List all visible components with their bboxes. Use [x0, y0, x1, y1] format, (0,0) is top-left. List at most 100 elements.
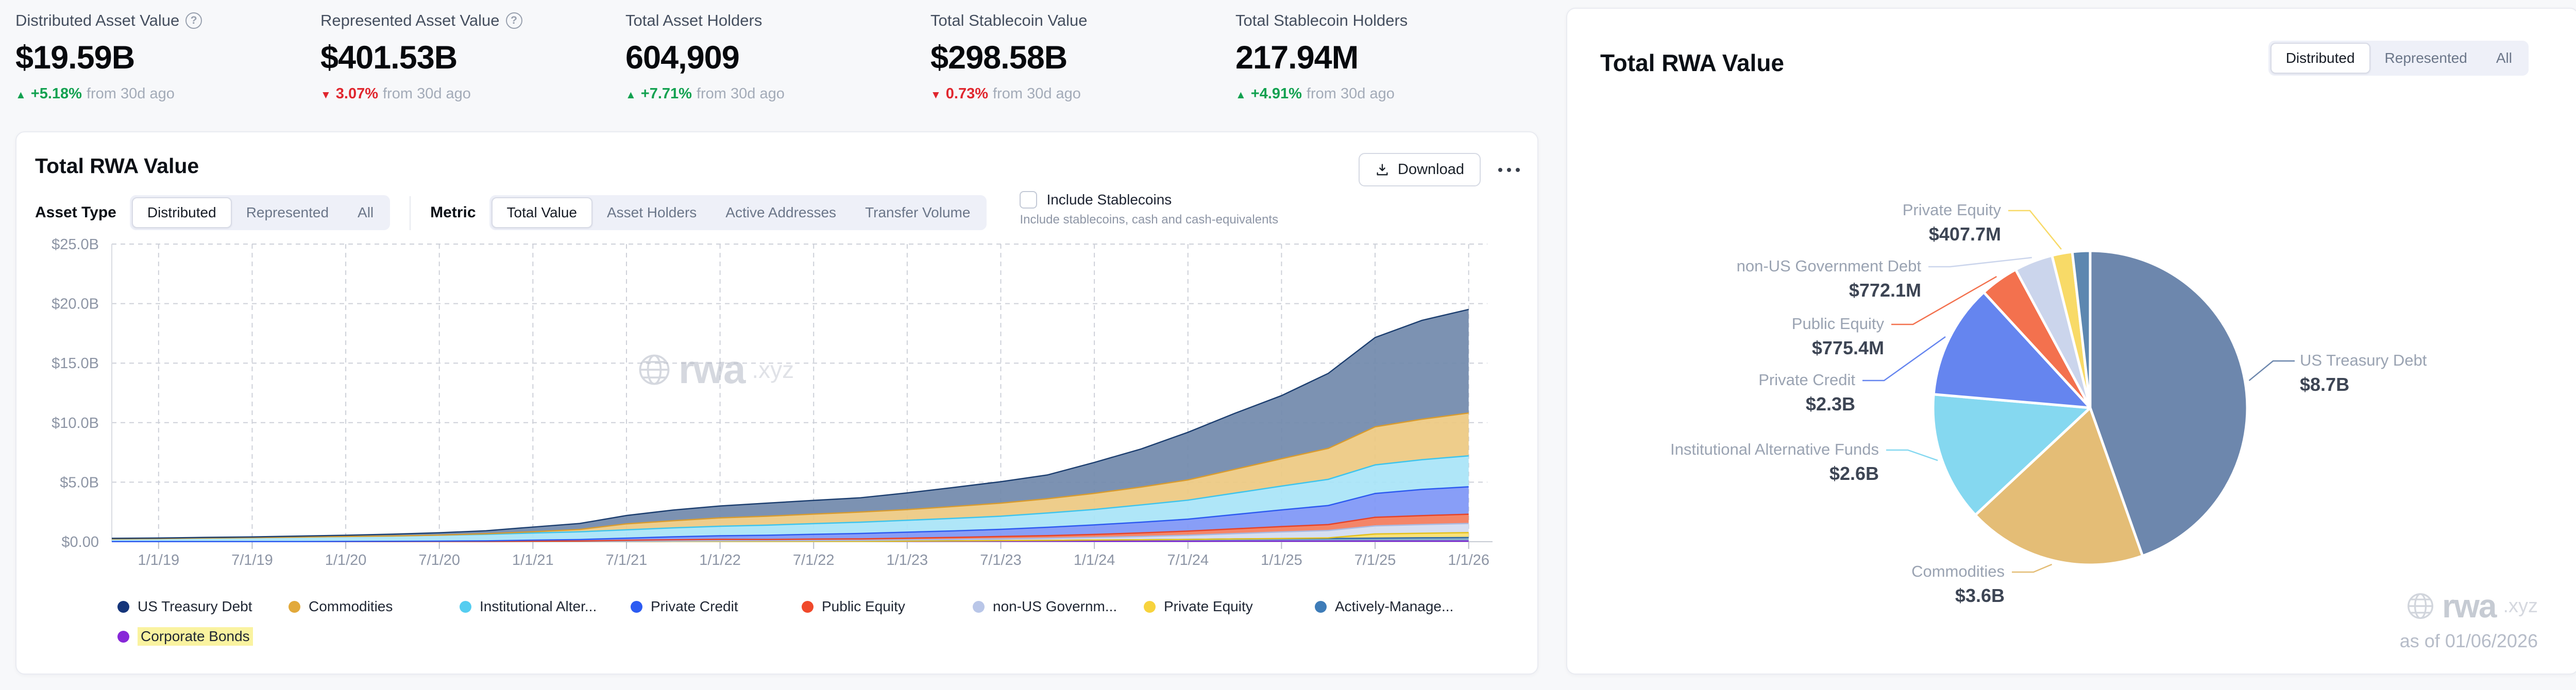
- option-represented[interactable]: Represented: [232, 198, 343, 227]
- svg-text:1/1/20: 1/1/20: [325, 552, 367, 568]
- svg-text:7/1/25: 7/1/25: [1354, 552, 1396, 568]
- stat-represented-asset-value: Represented Asset Value ? $401.53B ▼ 3.0…: [320, 9, 625, 117]
- download-icon: [1377, 163, 1388, 175]
- svg-text:1/1/25: 1/1/25: [1261, 552, 1302, 568]
- svg-text:7/1/21: 7/1/21: [606, 552, 648, 568]
- option-active-addresses[interactable]: Active Addresses: [711, 198, 851, 227]
- svg-text:7/1/24: 7/1/24: [1167, 552, 1209, 568]
- total-rwa-value-chart-card: Total RWA Value Download Asset Type Dist…: [15, 131, 1538, 675]
- pie-slice-private-credit[interactable]: [1932, 291, 2092, 409]
- legend-item-corporate-bonds[interactable]: Corporate Bonds: [117, 627, 289, 646]
- pie-label-name: Public Equity: [1791, 315, 1884, 333]
- pie-asset-type-control: Distributed Represented All: [2268, 41, 2529, 76]
- legend-item-non-us-governm[interactable]: non-US Governm...: [973, 598, 1144, 615]
- legend-item-commodities[interactable]: Commodities: [289, 598, 460, 615]
- pie-slice-commodities[interactable]: [1974, 406, 2144, 566]
- asset-type-group: Asset Type Distributed Represented All: [35, 195, 391, 230]
- pie-label-value: $775.4M: [1811, 337, 1884, 358]
- stat-value: 217.94M: [1235, 40, 1359, 76]
- stat-label: Represented Asset Value: [320, 11, 500, 29]
- asset-type-label: Asset Type: [35, 204, 116, 221]
- include-stablecoins-checkbox[interactable]: [1020, 191, 1038, 209]
- legend-label: Private Equity: [1164, 598, 1253, 614]
- option-transfer-volume[interactable]: Transfer Volume: [851, 198, 985, 227]
- download-button[interactable]: Download: [1359, 153, 1481, 186]
- globe-icon: [639, 354, 670, 385]
- legend-dot-icon: [460, 600, 471, 613]
- delta-arrow-icon: ▼: [930, 89, 941, 101]
- metric-group: Metric Total Value Asset Holders Active Ad…: [430, 195, 987, 230]
- legend-item-private-credit[interactable]: Private Credit: [631, 598, 802, 615]
- delta-arrow-icon: ▲: [15, 89, 26, 101]
- option-all[interactable]: All: [343, 198, 388, 227]
- svg-text:7/1/19: 7/1/19: [231, 552, 273, 568]
- svg-text:1/1/24: 1/1/24: [1074, 552, 1115, 568]
- pie-label-private-equity: Private Equity $407.7M: [1903, 200, 2001, 246]
- stat-label: Total Stablecoin Holders: [1235, 11, 1408, 29]
- option-all[interactable]: All: [2482, 44, 2527, 73]
- stats-row: Distributed Asset Value ? $19.59B ▲ +5.1…: [15, 9, 1540, 117]
- pie-label-public-equity: Public Equity $775.4M: [1792, 314, 1884, 359]
- legend-dot-icon: [973, 600, 985, 613]
- stat-label: Total Stablecoin Value: [930, 11, 1088, 29]
- legend-item-private-equity[interactable]: Private Equity: [1144, 598, 1315, 615]
- pie-label-name: Commodities: [1911, 562, 2005, 580]
- svg-text:$0.00: $0.00: [61, 534, 99, 550]
- stat-delta: ▲ +4.91% from 30d ago: [1235, 85, 1540, 102]
- stat-total-stablecoin-value: Total Stablecoin Value $298.58B ▼ 0.73% …: [930, 9, 1235, 117]
- pie-label-private-credit: Private Credit $2.3B: [1758, 370, 1855, 416]
- delta-suffix: from 30d ago: [696, 85, 785, 102]
- option-distributed[interactable]: Distributed: [131, 197, 232, 228]
- option-total-value[interactable]: Total Value: [491, 197, 592, 228]
- globe-icon: [2408, 593, 2434, 619]
- option-represented[interactable]: Represented: [2370, 44, 2482, 73]
- pie-label-non-us-government-debt: non-US Government Debt $772.1M: [1737, 256, 1921, 302]
- delta-arrow-icon: ▲: [1235, 89, 1246, 101]
- option-asset-holders[interactable]: Asset Holders: [592, 198, 711, 227]
- pie-slice-actively-manage[interactable]: [2071, 249, 2092, 409]
- legend-label: Corporate Bonds: [138, 627, 253, 646]
- help-icon[interactable]: ?: [505, 12, 522, 29]
- pie-label-value: $8.7B: [2300, 373, 2350, 395]
- legend-dot-icon: [1315, 600, 1327, 613]
- pie-chart[interactable]: [1567, 9, 2576, 676]
- delta-arrow-icon: ▼: [320, 89, 331, 101]
- legend-item-institutional-alter[interactable]: Institutional Alter...: [460, 598, 631, 615]
- pie-label-institutional-alternative-funds: Institutional Alternative Funds $2.6B: [1670, 440, 1879, 485]
- legend-label: Private Credit: [651, 598, 738, 614]
- include-stablecoins-sublabel: Include stablecoins, cash and cash-equiv…: [1020, 213, 1279, 227]
- help-icon[interactable]: ?: [185, 12, 202, 29]
- delta-suffix: from 30d ago: [86, 85, 175, 102]
- delta-percent: +7.71%: [640, 85, 692, 102]
- stat-value: $19.59B: [15, 40, 135, 76]
- stat-total-stablecoin-holders: Total Stablecoin Holders 217.94M ▲ +4.91…: [1235, 9, 1540, 117]
- stat-label: Total Asset Holders: [625, 11, 762, 29]
- pie-label-name: US Treasury Debt: [2300, 351, 2427, 369]
- download-label: Download: [1398, 161, 1464, 178]
- rwa-watermark: rwa .xyz: [637, 346, 794, 393]
- delta-percent: +5.18%: [30, 85, 82, 102]
- rwa-watermark: rwa .xyz: [2400, 587, 2538, 625]
- svg-text:7/1/20: 7/1/20: [418, 552, 460, 568]
- pie-slice-institutional-alternative-funds[interactable]: [1931, 393, 2092, 516]
- legend-item-us-treasury-debt[interactable]: US Treasury Debt: [117, 598, 289, 615]
- pie-slice-us-treasury-debt[interactable]: [2089, 249, 2249, 558]
- option-distributed[interactable]: Distributed: [2270, 43, 2370, 74]
- legend-label: Public Equity: [822, 598, 905, 614]
- legend-dot-icon: [117, 600, 129, 613]
- legend-dot-icon: [289, 600, 300, 613]
- legend-label: Commodities: [309, 598, 393, 614]
- legend-dot-icon: [802, 600, 814, 613]
- more-options-icon[interactable]: [1498, 167, 1520, 172]
- chart-legend: US Treasury Debt Commodities Institutional…: [117, 598, 1519, 646]
- pie-label-value: $772.1M: [1849, 279, 1921, 301]
- stacked-area-chart[interactable]: $25.0B $20.0B $15.0B $10.0B $5.0B $0.00 1/1/19…: [16, 233, 1508, 593]
- legend-item-public-equity[interactable]: Public Equity: [802, 598, 973, 615]
- svg-text:$25.0B: $25.0B: [52, 236, 99, 253]
- legend-label: Institutional Alter...: [480, 598, 597, 614]
- legend-item-actively-manage[interactable]: Actively-Manage...: [1315, 598, 1486, 615]
- svg-text:1/1/21: 1/1/21: [512, 552, 554, 568]
- stat-delta: ▲ +5.18% from 30d ago: [15, 85, 320, 102]
- watermark-text: rwa: [679, 347, 745, 392]
- svg-text:7/1/22: 7/1/22: [793, 552, 835, 568]
